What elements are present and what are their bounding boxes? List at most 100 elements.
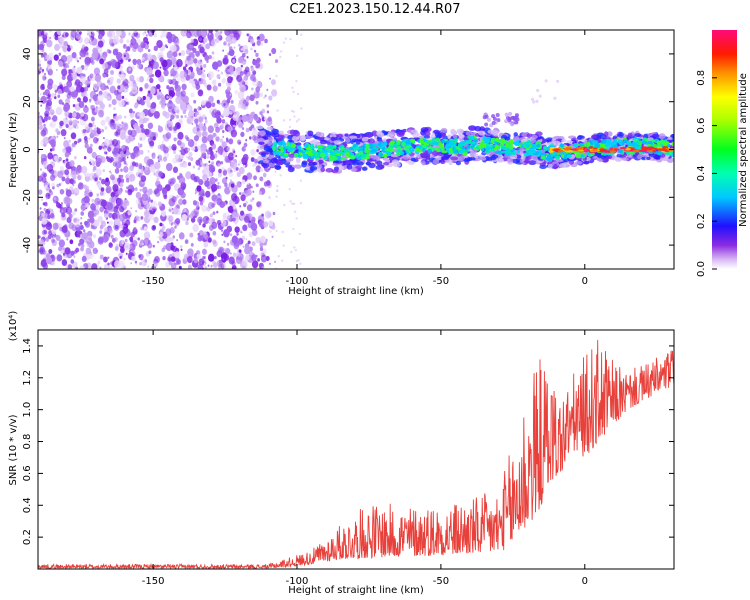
noise-speck: [266, 104, 270, 108]
noise-speck: [73, 93, 78, 98]
signal-core-mark: [603, 139, 607, 144]
signal-band-mark: [652, 133, 660, 139]
noise-speck: [86, 146, 93, 154]
noise-speck: [149, 87, 156, 95]
noise-speck: [137, 95, 141, 101]
signal-band-mark: [355, 141, 361, 145]
noise-speck: [279, 55, 282, 59]
spectrogram-x-ticks: -150 -100 -50 0: [142, 30, 588, 287]
noise-speck: [185, 64, 188, 67]
noise-speck: [217, 146, 223, 154]
noise-speck: [97, 94, 104, 102]
noise-speck: [41, 176, 47, 183]
signal-band-mark: [603, 157, 609, 163]
noise-speck: [146, 78, 149, 82]
noise-speck: [143, 226, 148, 232]
noise-speck: [165, 235, 172, 243]
noise-speck: [74, 192, 78, 196]
noise-speck: [120, 132, 126, 140]
signal-band-mark: [468, 126, 474, 130]
noise-speck: [197, 167, 201, 171]
noise-speck: [212, 133, 216, 137]
noise-speck: [153, 32, 157, 38]
noise-speck: [252, 127, 256, 131]
signal-core-mark: [455, 145, 460, 150]
noise-speck: [276, 189, 279, 192]
noise-speck: [201, 78, 206, 85]
noise-speck: [252, 190, 255, 193]
signal-core-mark: [331, 155, 338, 161]
signal-band-mark: [257, 155, 263, 162]
signal-band-mark: [479, 157, 487, 161]
y-tick-label: 1.0: [22, 402, 33, 418]
noise-speck: [212, 239, 217, 245]
noise-speck: [245, 127, 250, 133]
noise-speck: [129, 74, 135, 82]
signal-band-mark: [384, 159, 391, 163]
noise-speck: [250, 176, 253, 180]
noise-speck: [223, 229, 230, 238]
noise-speck: [209, 154, 215, 161]
noise-speck: [165, 162, 173, 172]
signal-core-mark: [361, 146, 366, 149]
noise-speck: [170, 57, 177, 65]
noise-speck: [238, 30, 242, 35]
noise-speck: [173, 126, 178, 132]
noise-speck: [271, 89, 278, 97]
signal-band-mark: [523, 160, 530, 164]
noise-speck: [190, 217, 196, 223]
signal-band-mark: [490, 130, 499, 136]
noise-speck: [59, 188, 65, 195]
noise-speck: [132, 240, 138, 247]
signal-core-mark: [272, 142, 278, 146]
noise-speck: [147, 265, 149, 268]
noise-speck: [101, 143, 105, 147]
noise-speck: [204, 54, 210, 61]
signal-band-mark: [555, 159, 564, 163]
noise-speck: [82, 197, 87, 203]
noise-speck: [174, 66, 178, 71]
noise-speck: [52, 186, 55, 190]
signal-band-mark: [271, 132, 280, 138]
noise-speck: [105, 156, 109, 160]
noise-speck: [134, 260, 138, 264]
noise-speck: [177, 131, 184, 140]
noise-speck: [83, 136, 88, 141]
noise-speck: [231, 264, 237, 269]
noise-speck: [110, 171, 113, 175]
noise-speck: [222, 129, 225, 134]
signal-band-mark: [386, 133, 395, 138]
noise-speck: [52, 115, 58, 122]
signal-peak-mark: [548, 150, 554, 153]
noise-speck: [151, 200, 158, 209]
noise-speck: [50, 141, 56, 148]
noise-speck: [65, 158, 69, 162]
noise-speck: [141, 242, 144, 246]
noise-speck: [239, 205, 242, 208]
noise-speck: [71, 210, 76, 216]
noise-speck: [261, 114, 264, 118]
noise-speck: [180, 146, 184, 151]
noise-speck: [143, 231, 151, 240]
signal-band-mark: [361, 166, 368, 171]
noise-speck: [125, 135, 129, 139]
snr-y-axis-label: SNR (10 * v/v): [8, 414, 19, 485]
noise-speck: [220, 161, 224, 165]
noise-speck: [228, 49, 235, 57]
noise-speck: [119, 182, 124, 188]
noise-speck: [56, 30, 62, 36]
noise-speck: [199, 46, 205, 54]
noise-speck: [240, 86, 245, 92]
noise-speck: [257, 36, 260, 39]
noise-speck: [92, 49, 99, 57]
noise-speck: [207, 201, 214, 210]
noise-speck: [129, 173, 136, 182]
noise-speck: [255, 86, 261, 93]
noise-speck: [215, 136, 220, 142]
signal-core-mark: [647, 141, 653, 145]
noise-speck: [227, 215, 231, 219]
noise-speck: [164, 44, 168, 48]
noise-speck: [96, 30, 99, 33]
signal-band-mark: [325, 168, 334, 173]
noise-speck: [147, 150, 150, 153]
